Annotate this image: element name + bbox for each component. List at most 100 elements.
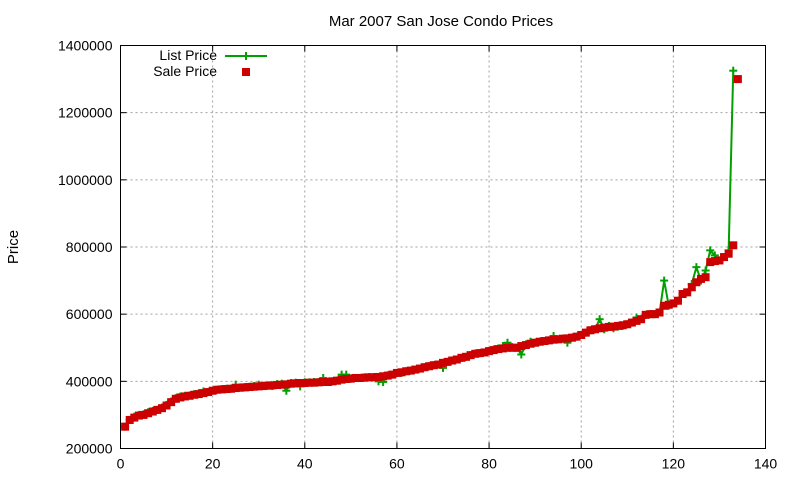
sale-price-point [383, 371, 392, 380]
sale-price-point [618, 321, 627, 330]
sale-price-point [319, 378, 328, 387]
sale-price-point [217, 385, 226, 394]
sale-price-point [157, 404, 166, 413]
sale-price-point [277, 380, 286, 389]
sale-price-point [356, 373, 365, 382]
sale-price-point [236, 383, 245, 392]
sale-price-point [526, 339, 535, 348]
legend-label-sale-price: Sale Price [153, 63, 217, 79]
x-tick-label: 60 [389, 456, 405, 472]
sale-price-point [494, 345, 503, 354]
sale-price-point [568, 333, 576, 342]
sale-price-point [300, 379, 309, 388]
sale-price-point [595, 324, 604, 333]
sale-price-point [199, 389, 208, 398]
sale-price-point [254, 382, 263, 391]
sale-price-point [144, 409, 153, 418]
sale-price-point [535, 337, 544, 346]
sale-price-point [549, 335, 558, 344]
sale-price-point [314, 378, 323, 387]
sale-price-point [637, 315, 646, 324]
sale-price-point [572, 332, 581, 341]
sale-price-point [627, 318, 636, 327]
sale-price-point [720, 253, 729, 262]
sale-price-point [369, 373, 378, 382]
sale-price-point [333, 376, 342, 385]
sale-price-point [687, 283, 696, 292]
sale-price-point [471, 349, 480, 358]
sale-price-point [323, 378, 332, 387]
plot-frame [120, 45, 766, 449]
legend-sample-sale-price [242, 68, 250, 76]
sale-price-point [581, 328, 590, 337]
sale-price-point [181, 392, 189, 401]
sale-price-point [286, 379, 295, 388]
sale-price-point [475, 349, 484, 358]
sale-price-point [521, 341, 530, 350]
sale-price-point [411, 365, 420, 374]
sale-price-point [176, 393, 185, 402]
sale-price-point [701, 273, 710, 282]
sale-price-point [263, 381, 272, 390]
list-price-point [701, 266, 710, 275]
ticks: 0 20 40 60 80 100 120 140 200000 400000 600000 8000… [58, 38, 777, 472]
sale-price-point [167, 398, 176, 407]
sale-price-point [351, 373, 360, 382]
sale-price-point [498, 344, 507, 353]
x-tick-label: 140 [754, 456, 778, 472]
list-price-point [692, 263, 701, 272]
sale-price-point [194, 390, 203, 399]
sale-price-point [733, 75, 742, 84]
sale-price-point [558, 334, 567, 343]
sale-price-point [554, 335, 563, 344]
sale-price-point [268, 381, 277, 390]
sale-price-point [429, 361, 438, 370]
y-tick-label: 1400000 [58, 38, 113, 54]
sale-price-point [259, 382, 268, 391]
sale-price-point [402, 367, 411, 376]
sale-price-point [512, 343, 521, 352]
sale-price-point [632, 316, 641, 325]
series-line-list-price [124, 70, 735, 428]
legend: List Price Sale Price [153, 47, 267, 79]
sale-price-point [379, 372, 388, 381]
sale-price-point [544, 336, 553, 345]
sale-price-point [231, 384, 240, 393]
sale-price-point [669, 299, 678, 308]
sale-price-point [342, 374, 351, 383]
legend-marker-list-price [242, 52, 250, 60]
sale-price-point [397, 368, 406, 377]
sale-price-point [604, 322, 613, 331]
sale-price-point [134, 411, 143, 420]
sale-price-point [683, 288, 692, 297]
sale-price-point [121, 422, 130, 431]
y-tick-label: 400000 [66, 373, 113, 389]
legend-sample-list-price [225, 52, 267, 60]
sale-price-point [664, 300, 673, 309]
sale-price-point [678, 290, 687, 299]
sale-price-point [655, 308, 664, 317]
sale-price-point [577, 330, 586, 339]
x-tick-label: 0 [117, 456, 125, 472]
y-tick-label: 200000 [66, 441, 113, 457]
sale-price-point [660, 301, 669, 310]
sale-price-point [125, 415, 134, 424]
sale-price-point [337, 375, 346, 384]
sale-price-point [240, 383, 249, 392]
x-tick-label: 80 [481, 456, 497, 472]
sale-price-point [591, 325, 600, 334]
sale-price-point [724, 249, 733, 258]
sale-price-point [222, 385, 231, 394]
sale-price-point [710, 257, 719, 266]
sale-price-point [250, 382, 259, 391]
sale-price-point [310, 378, 318, 387]
sale-price-point [443, 357, 452, 366]
sale-price-point [434, 360, 443, 369]
sale-price-point [448, 356, 457, 365]
legend-label-list-price: List Price [159, 47, 217, 63]
x-tick-label: 120 [662, 456, 686, 472]
sale-price-point [392, 368, 401, 377]
sale-price-point [706, 258, 715, 267]
sale-price-point [425, 362, 434, 371]
